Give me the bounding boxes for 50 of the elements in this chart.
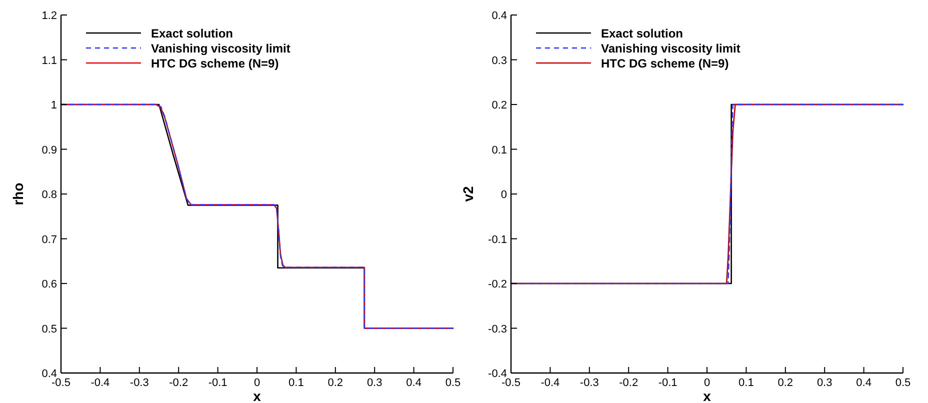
- x-axis-title: x: [253, 388, 262, 403]
- y-tick-label: -0.2: [488, 278, 507, 290]
- x-tick-label: -0.5: [52, 377, 70, 389]
- y-tick-label: 0.3: [492, 54, 507, 67]
- y-tick-label: -0.4: [488, 368, 507, 380]
- legend-label: HTC DG scheme (N=9): [151, 56, 279, 70]
- y-tick-label: 0.7: [42, 234, 57, 246]
- y-tick-label: -0.3: [488, 323, 507, 336]
- x-axis-title: x: [703, 388, 712, 403]
- x-tick-label: 0.1: [738, 377, 754, 389]
- x-tick-label: -0.1: [658, 377, 678, 389]
- y-tick-label: 0.8: [42, 189, 57, 201]
- x-tick-label: -0.3: [580, 377, 599, 389]
- y-tick-label: 1: [50, 100, 57, 112]
- x-tick-label: 0.1: [288, 377, 304, 389]
- y-tick-label: 0.5: [42, 323, 57, 336]
- legend-label: Vanishing viscosity limit: [601, 42, 740, 56]
- x-tick-label: 0: [704, 377, 710, 389]
- x-tick-label: 0.2: [328, 377, 344, 389]
- legend-label: HTC DG scheme (N=9): [601, 56, 729, 70]
- x-tick-label: -0.4: [540, 377, 560, 389]
- y-tick-label: -0.1: [488, 234, 507, 246]
- y-axis-title: rho: [10, 182, 26, 206]
- y-axis-title: v2: [460, 186, 476, 202]
- legend-label: Exact solution: [151, 26, 234, 40]
- y-tick-label: 1.2: [42, 10, 57, 22]
- x-tick-label: 0: [254, 377, 260, 389]
- x-tick-label: 0.4: [406, 377, 422, 389]
- x-tick-label: -0.4: [90, 377, 110, 389]
- x-tick-label: 0.3: [366, 377, 382, 389]
- x-tick-label: 0.3: [816, 377, 832, 389]
- y-tick-label: 0: [500, 189, 507, 201]
- x-tick-label: 0.5: [445, 377, 461, 389]
- y-tick-label: 0.1: [492, 144, 507, 156]
- x-tick-label: -0.5: [502, 377, 520, 389]
- legend-label: Vanishing viscosity limit: [151, 42, 290, 56]
- y-tick-label: 0.4: [492, 10, 507, 22]
- y-tick-label: 1.1: [42, 54, 57, 67]
- x-tick-label: -0.2: [169, 377, 188, 389]
- y-tick-label: 0.4: [42, 368, 57, 380]
- x-tick-label: 0.2: [778, 377, 794, 389]
- x-tick-label: -0.1: [208, 377, 228, 389]
- y-tick-label: 0.9: [42, 144, 57, 156]
- y-tick-label: 0.6: [42, 278, 57, 290]
- legend-label: Exact solution: [601, 26, 684, 40]
- x-tick-label: 0.4: [856, 377, 872, 389]
- x-tick-label: -0.3: [130, 377, 149, 389]
- x-tick-label: 0.5: [895, 377, 911, 389]
- y-tick-label: 0.2: [492, 100, 507, 112]
- x-tick-label: -0.2: [619, 377, 638, 389]
